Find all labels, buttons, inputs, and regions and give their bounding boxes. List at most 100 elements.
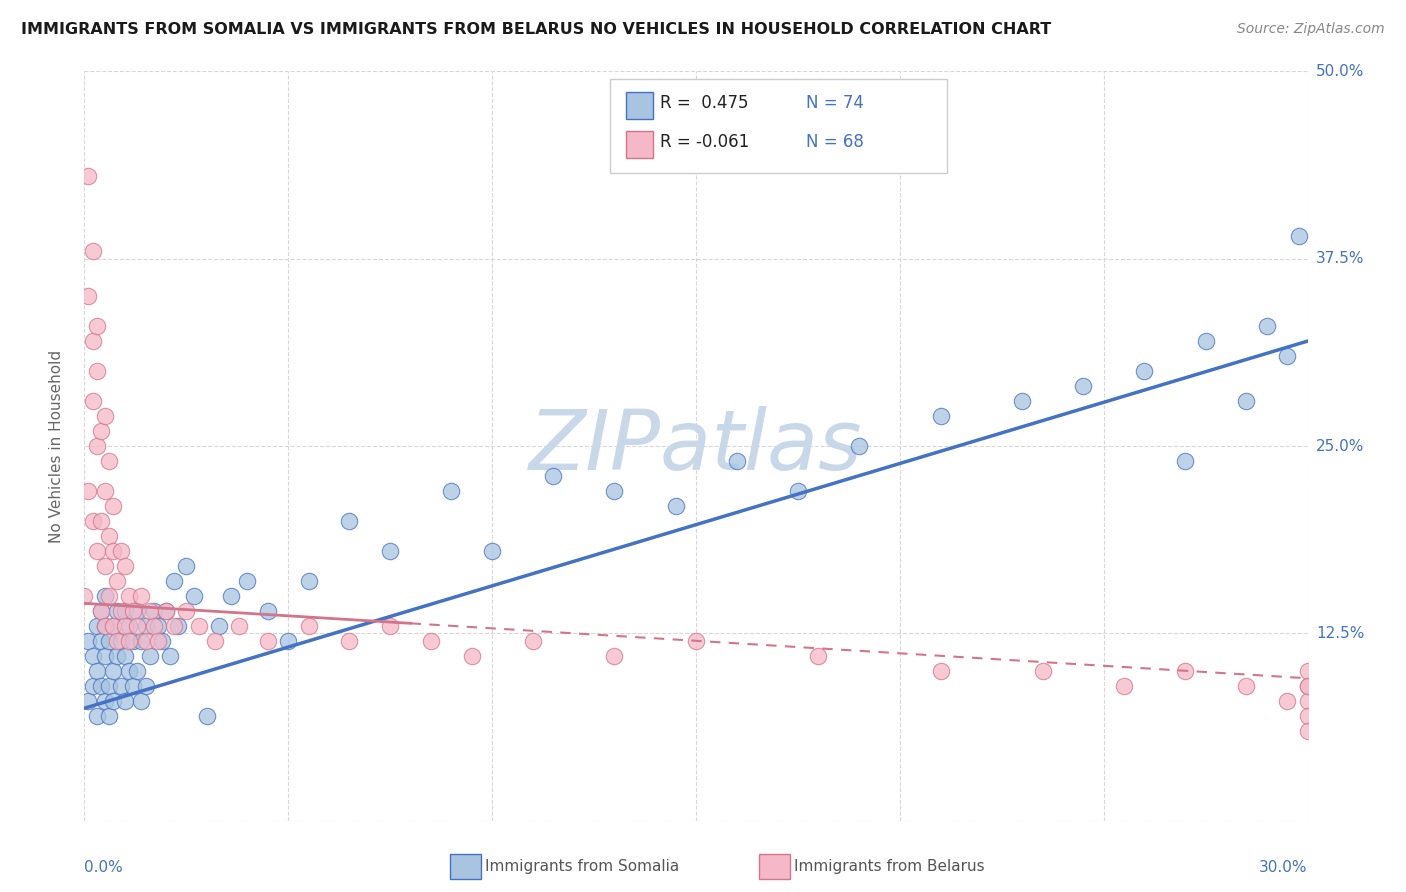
Point <box>155 604 177 618</box>
Point <box>183 589 205 603</box>
Point <box>86 708 108 723</box>
Point <box>195 708 218 723</box>
Point <box>146 619 169 633</box>
Text: 30.0%: 30.0% <box>1260 860 1308 874</box>
Point <box>380 544 402 558</box>
Text: ZIPatlas: ZIPatlas <box>529 406 863 486</box>
Point <box>1174 454 1197 468</box>
Point <box>135 619 157 633</box>
Point <box>1277 694 1299 708</box>
Point <box>1174 664 1197 678</box>
Point <box>110 633 132 648</box>
Point <box>543 469 565 483</box>
Point <box>93 619 115 633</box>
Point <box>86 664 108 678</box>
Point <box>97 454 120 468</box>
Point <box>86 439 108 453</box>
Point <box>1236 679 1258 693</box>
Point <box>127 664 149 678</box>
Point <box>82 648 104 663</box>
Point <box>257 604 280 618</box>
Point <box>97 589 120 603</box>
Point <box>1296 723 1319 738</box>
Point <box>685 633 707 648</box>
Point <box>1032 664 1054 678</box>
Point <box>228 619 250 633</box>
Point <box>277 633 299 648</box>
Point <box>82 679 104 693</box>
Point <box>77 289 100 303</box>
Point <box>929 664 952 678</box>
Point <box>155 604 177 618</box>
Point <box>114 558 136 573</box>
Point <box>101 694 124 708</box>
Point <box>118 664 141 678</box>
Point <box>522 633 544 648</box>
Bar <box>626 92 654 119</box>
Text: 0.0%: 0.0% <box>84 860 124 874</box>
Point <box>138 648 160 663</box>
Point <box>1296 664 1319 678</box>
Point <box>118 633 141 648</box>
Point <box>167 619 190 633</box>
Point <box>93 589 115 603</box>
Point <box>97 679 120 693</box>
Bar <box>626 130 654 158</box>
Point <box>1256 319 1278 334</box>
Point <box>131 589 153 603</box>
Point <box>93 483 115 498</box>
Point <box>101 544 124 558</box>
Point <box>110 679 132 693</box>
Point <box>174 604 197 618</box>
Point <box>1288 229 1310 244</box>
Point <box>101 619 124 633</box>
Point <box>77 169 100 184</box>
Point <box>97 633 120 648</box>
Point <box>93 619 115 633</box>
Point <box>86 619 108 633</box>
Point <box>82 244 104 259</box>
Point <box>93 694 115 708</box>
Point <box>82 394 104 409</box>
Point <box>159 648 181 663</box>
Point <box>135 679 157 693</box>
Point <box>807 648 830 663</box>
Y-axis label: No Vehicles in Household: No Vehicles in Household <box>49 350 63 542</box>
Point <box>131 633 153 648</box>
Point <box>339 633 361 648</box>
Point <box>163 574 186 588</box>
Point <box>90 604 112 618</box>
Point <box>86 544 108 558</box>
Point <box>122 604 145 618</box>
Text: R = -0.061: R = -0.061 <box>661 133 749 151</box>
Point <box>1296 679 1319 693</box>
Point <box>1296 679 1319 693</box>
Point <box>86 319 108 334</box>
Point <box>73 589 96 603</box>
Point <box>1011 394 1033 409</box>
Point <box>142 604 165 618</box>
Point <box>298 574 321 588</box>
Point <box>603 483 626 498</box>
Point <box>1114 679 1136 693</box>
Text: N = 74: N = 74 <box>806 94 863 112</box>
Point <box>236 574 259 588</box>
Point <box>1073 379 1095 393</box>
Point <box>1236 394 1258 409</box>
Point <box>86 364 108 378</box>
Point <box>114 694 136 708</box>
Text: R =  0.475: R = 0.475 <box>661 94 749 112</box>
Point <box>1296 708 1319 723</box>
Point <box>114 619 136 633</box>
Point <box>105 648 128 663</box>
Point <box>110 604 132 618</box>
Point <box>97 529 120 543</box>
Point <box>101 664 124 678</box>
Point <box>105 574 128 588</box>
Text: 12.5%: 12.5% <box>1316 626 1364 640</box>
Point <box>1195 334 1218 348</box>
Point <box>93 409 115 423</box>
Text: Source: ZipAtlas.com: Source: ZipAtlas.com <box>1237 22 1385 37</box>
Point <box>101 499 124 513</box>
Point <box>82 514 104 528</box>
